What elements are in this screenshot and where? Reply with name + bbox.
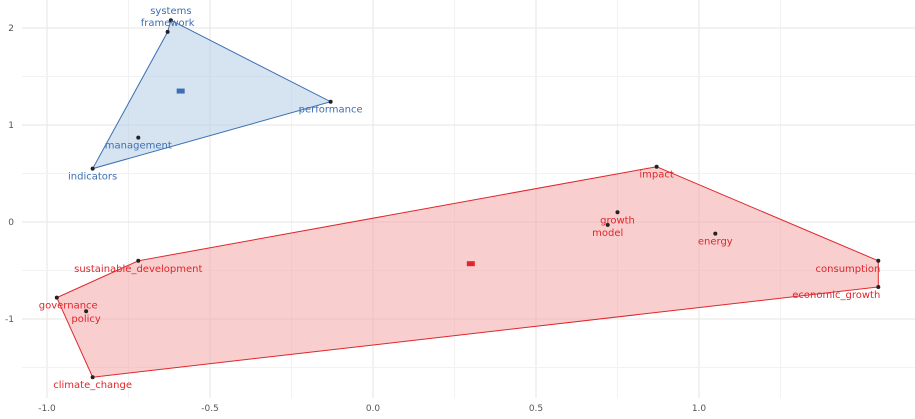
x-tick-label: 0.5 [529, 404, 543, 414]
point-label: systems [150, 6, 191, 17]
x-tick-label: -1.0 [38, 404, 56, 414]
axis-ticks: -1.0 -0.5 0.0 0.5 1.0 -1 0 1 2 [5, 24, 706, 414]
data-point [605, 222, 610, 227]
cluster-centroid-red [466, 261, 475, 267]
data-point [84, 309, 89, 314]
point-label: climate_change [53, 380, 132, 391]
data-point [713, 231, 718, 236]
data-point [136, 258, 141, 263]
point-label: energy [698, 237, 733, 248]
data-point [328, 99, 333, 104]
point-label: management [105, 141, 172, 152]
data-point [168, 18, 173, 23]
y-tick-label: 1 [8, 121, 14, 131]
point-label: performance [299, 105, 363, 116]
point-label: economic_growth [792, 290, 880, 301]
point-label: growth [600, 215, 635, 226]
y-tick-label: -1 [5, 315, 14, 325]
point-label: policy [71, 314, 101, 325]
point-label: governance [39, 301, 98, 312]
cluster-points [54, 18, 881, 380]
data-point [615, 210, 620, 215]
cluster-hulls [56, 19, 879, 378]
point-label: framework [141, 18, 195, 29]
data-point [876, 284, 881, 289]
data-point [876, 258, 881, 263]
point-label: model [592, 228, 623, 239]
cluster-centroid-blue [176, 88, 185, 94]
y-tick-label: 0 [8, 218, 14, 228]
point-label: indicators [68, 172, 117, 183]
data-point [654, 164, 659, 169]
x-tick-label: 0.0 [366, 404, 381, 414]
x-tick-label: 1.0 [692, 404, 707, 414]
data-point [90, 375, 95, 380]
data-point [90, 166, 95, 171]
data-point [165, 29, 170, 34]
point-label: sustainable_development [74, 264, 202, 275]
point-label: impact [639, 170, 673, 181]
data-point [54, 295, 59, 300]
point-label: consumption [816, 264, 881, 275]
y-tick-label: 2 [8, 24, 14, 34]
data-point [136, 135, 141, 140]
x-tick-label: -0.5 [201, 404, 219, 414]
